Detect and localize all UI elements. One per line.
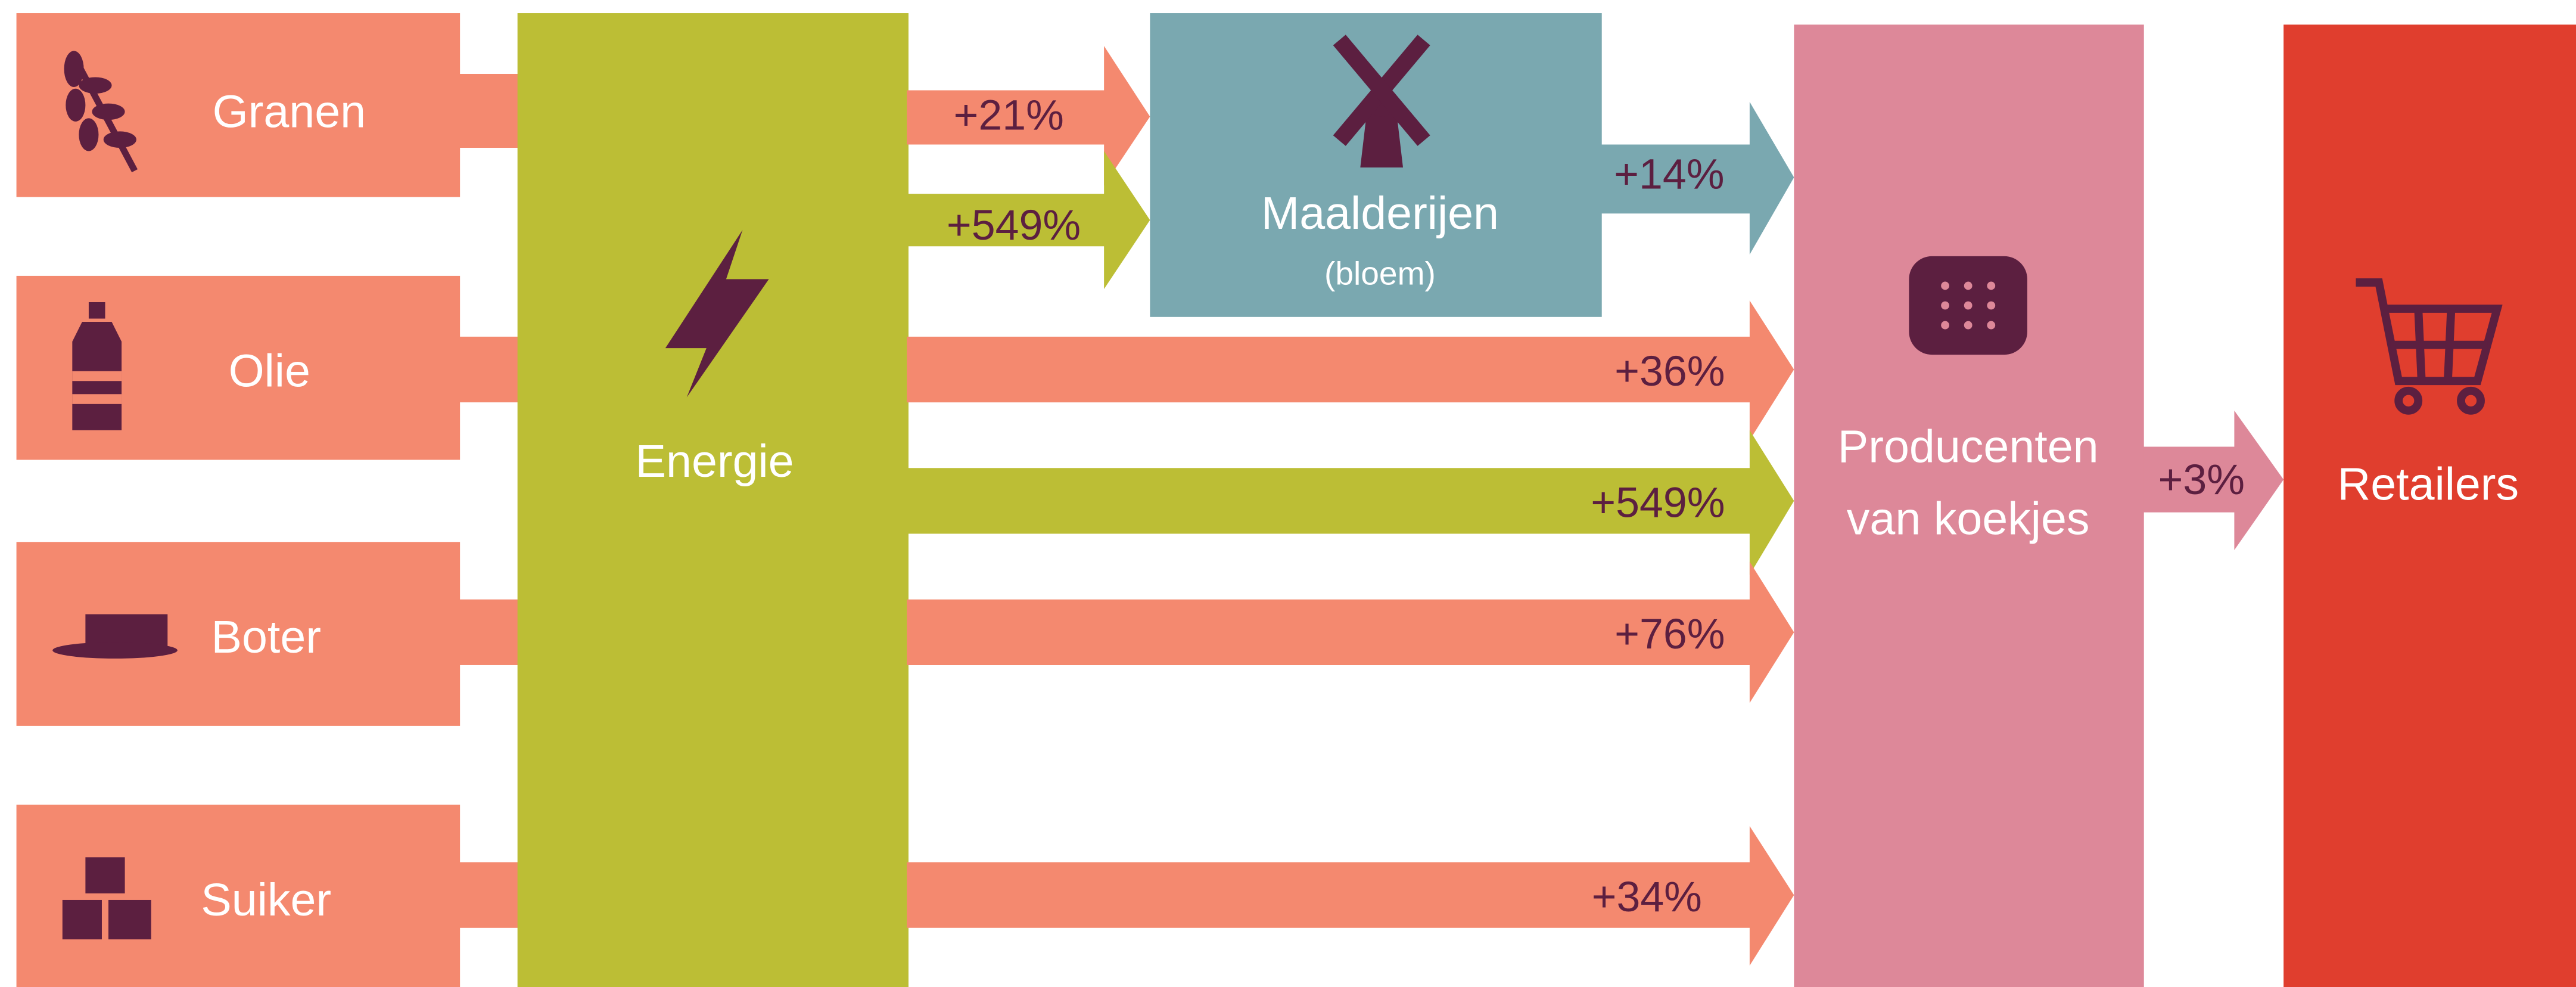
flow-label: +76%	[1614, 610, 1725, 658]
source-label: Boter	[211, 612, 321, 663]
producers-label: Producenten	[1838, 421, 2099, 472]
arrow	[907, 825, 1794, 966]
arrow	[1600, 101, 1794, 255]
source-box	[16, 13, 461, 197]
arrow	[907, 46, 1150, 186]
retailers-box	[2283, 24, 2576, 987]
retailers-label: Retailers	[2337, 459, 2519, 510]
grain-icon	[64, 51, 138, 173]
source-label: Olie	[229, 346, 310, 397]
flow-label: +34%	[1592, 873, 1702, 921]
sugar-icon	[62, 857, 151, 940]
arrow	[907, 300, 1794, 440]
cookie-icon	[1909, 256, 2027, 355]
connector	[458, 73, 519, 148]
flow-label: +549%	[1591, 479, 1725, 527]
mill-icon	[1333, 35, 1430, 168]
connector	[458, 862, 519, 928]
flow-label: +549%	[947, 201, 1081, 249]
source-label: Granen	[213, 86, 366, 137]
icons	[52, 35, 2503, 940]
arrow	[907, 430, 1794, 575]
flow-label: +14%	[1614, 151, 1724, 198]
flow-label: +3%	[2158, 456, 2245, 504]
producers-label: van koekjes	[1847, 494, 2090, 545]
arrow	[907, 151, 1150, 289]
connector	[458, 599, 519, 665]
energy-label: Energie	[636, 436, 794, 487]
connector	[458, 336, 519, 403]
arrow	[2142, 410, 2284, 551]
mill-subtitle: (bloem)	[1324, 254, 1436, 291]
producers-box	[1794, 24, 2144, 987]
source-box	[16, 805, 461, 987]
energy-icon	[665, 229, 769, 398]
arrow	[907, 561, 1794, 703]
bottle-icon	[72, 302, 122, 430]
energy-box	[517, 13, 909, 987]
flow-label: +21%	[954, 91, 1064, 139]
butter-icon	[52, 614, 178, 659]
source-label: Suiker	[201, 874, 331, 926]
flow-label: +36%	[1614, 347, 1725, 395]
mill-title: Maalderijen	[1261, 188, 1499, 239]
cart-icon	[2356, 278, 2503, 415]
